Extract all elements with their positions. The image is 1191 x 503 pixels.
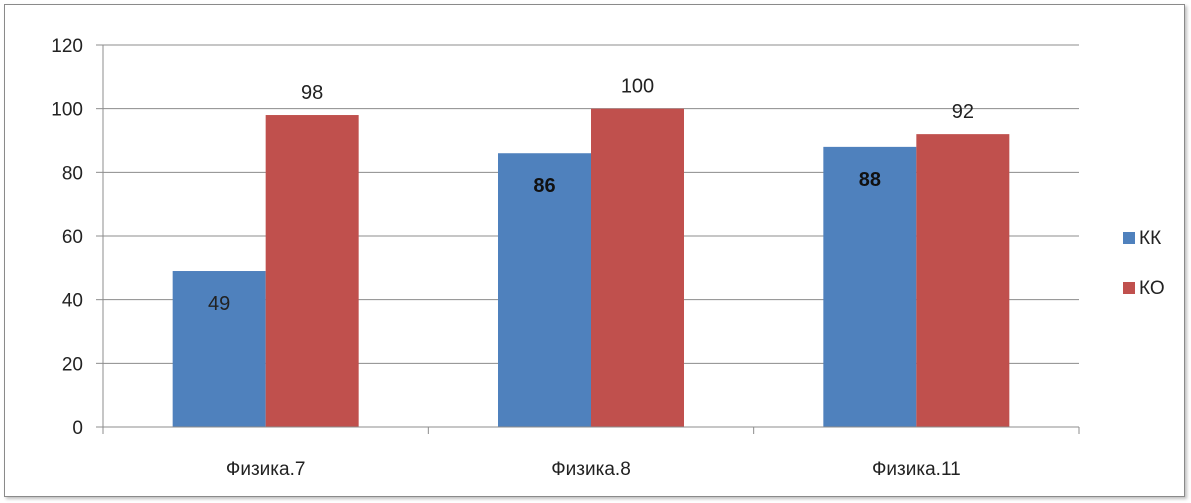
bar-КК-Физика.7 (172, 271, 266, 427)
category-label-1: Физика.8 (551, 459, 631, 480)
data-label-КК-Физика.8: 86 (533, 175, 555, 197)
bar-КО-Физика.8 (591, 108, 684, 428)
category-label-2: Физика.11 (872, 459, 961, 480)
data-label-КК-Физика.11: 88 (859, 169, 881, 191)
legend-swatch-КО (1123, 282, 1135, 294)
chart-frame: 0 20 40 60 80 100 120 49 98 86 100 88 92 Физика.7 Фи… (4, 4, 1185, 497)
axes (102, 45, 1080, 434)
y-tick-label-0: 0 (72, 418, 83, 439)
bars (172, 108, 1010, 428)
y-tick-label-20: 20 (62, 354, 83, 375)
bar-КК-Физика.11 (823, 146, 917, 427)
y-tick-label-100: 100 (51, 100, 83, 121)
y-axis-ticks: 0 20 40 60 80 100 120 (51, 36, 103, 439)
y-tick-label-40: 40 (62, 291, 83, 312)
y-tick-label-60: 60 (62, 227, 83, 248)
legend-label-КК: КК (1139, 228, 1161, 249)
data-labels: 49 98 86 100 88 92 (208, 76, 974, 315)
category-labels: Физика.7 Физика.8 Физика.11 (226, 459, 961, 480)
legend: КК КО (1123, 228, 1165, 299)
bar-КО-Физика.11 (916, 134, 1010, 427)
bar-КО-Физика.7 (265, 115, 359, 428)
legend-label-КО: КО (1139, 278, 1165, 299)
y-tick-label-80: 80 (62, 163, 83, 184)
legend-swatch-КК (1123, 232, 1135, 244)
category-label-0: Физика.7 (226, 459, 306, 480)
data-label-КО-Физика.8: 100 (621, 76, 654, 98)
bar-КК-Физика.8 (498, 153, 591, 427)
data-label-КО-Физика.11: 92 (952, 101, 974, 123)
data-label-КК-Физика.7: 49 (208, 293, 230, 315)
data-label-КО-Физика.7: 98 (301, 82, 323, 104)
y-tick-label-120: 120 (51, 36, 83, 57)
